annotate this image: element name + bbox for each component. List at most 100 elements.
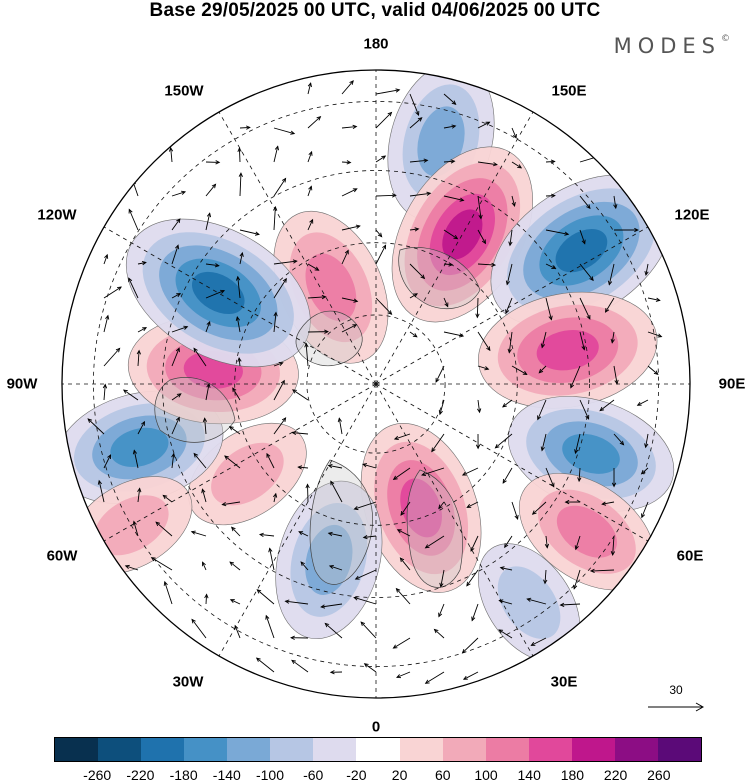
wind-arrow-head <box>292 259 298 264</box>
colorbar <box>54 737 702 762</box>
wind-arrow <box>504 535 513 548</box>
wind-arrow-head <box>308 185 313 191</box>
wind-arrow-head <box>531 510 537 515</box>
wind-arrow <box>375 245 386 265</box>
wind-arrow-head <box>439 582 444 588</box>
wind-arrow-head <box>204 593 209 599</box>
wind-arrow-head <box>117 286 122 291</box>
wind-arrow <box>421 467 445 476</box>
wind-arrow-head <box>265 614 270 620</box>
wind-arrow-head <box>548 315 553 321</box>
wind-arrow-head <box>155 521 161 527</box>
wind-arrow-head <box>511 202 516 208</box>
wind-arrow-head <box>589 568 595 574</box>
wind-arrow <box>400 501 411 516</box>
wind-arrow <box>354 501 377 510</box>
wind-arrow-head <box>256 589 262 594</box>
wind-arrow-head <box>574 449 579 455</box>
colorbar-tick-label: -100 <box>255 767 285 783</box>
wind-arrow <box>409 228 419 231</box>
wind-arrow-head <box>640 469 646 475</box>
wind-arrow-head <box>137 487 142 493</box>
wind-arrow <box>133 450 139 469</box>
wind-arrow <box>611 331 615 343</box>
colorbar-swatch <box>442 738 486 761</box>
wind-arrow-head <box>494 443 500 449</box>
wind-arrow-head <box>601 501 607 506</box>
wind-arrow-head <box>344 249 349 255</box>
colorbar-swatch <box>270 738 314 761</box>
wind-arrow-head <box>362 463 368 468</box>
wind-arrow <box>171 191 186 197</box>
colorbar-swatch <box>399 738 443 761</box>
wind-arrow <box>224 455 241 469</box>
colorbar-tick-label: 260 <box>647 767 671 783</box>
wind-arrow-head <box>466 503 472 508</box>
wind-arrow <box>477 365 489 370</box>
wind-arrow <box>231 526 241 537</box>
wind-arrow <box>396 671 411 678</box>
wind-arrow <box>237 276 241 299</box>
wind-arrow-head <box>234 624 239 630</box>
wind-arrow <box>171 347 180 367</box>
wind-arrow-head <box>438 612 443 618</box>
wind-arrow-head <box>475 444 481 450</box>
copyright-mark: © <box>721 34 730 44</box>
lon-label-30e: 30E <box>550 673 578 691</box>
wind-arrow-head <box>281 417 287 422</box>
wind-arrow-head <box>610 338 615 344</box>
wind-arrow-head <box>450 159 456 164</box>
wind-arrow <box>498 629 513 639</box>
wind-arrow-head <box>377 232 383 238</box>
wind-arrow-head <box>485 121 491 126</box>
wind-arrow-head <box>237 357 242 362</box>
negative-anomaly-shade <box>555 228 608 273</box>
wind-arrow <box>341 126 357 129</box>
wind-arrow-head <box>268 547 273 553</box>
wind-arrow <box>236 316 241 333</box>
wind-arrow-head <box>297 465 303 470</box>
wind-arrow <box>205 263 219 267</box>
wind-arrow-head <box>176 293 182 298</box>
wind-arrow-head <box>392 644 398 649</box>
wind-arrow-head <box>417 117 423 122</box>
wind-arrow-head <box>329 670 335 675</box>
wind-arrow-head <box>258 532 264 537</box>
wind-arrow-head <box>308 150 313 156</box>
wind-arrow-head <box>238 172 243 178</box>
wind-arrow <box>238 357 241 367</box>
wind-arrow-head <box>550 159 556 164</box>
wind-arrow-head <box>475 313 480 319</box>
wind-arrow <box>505 297 513 314</box>
wind-arrow <box>273 362 283 367</box>
lon-label-30w: 30W <box>172 673 204 691</box>
map-border <box>61 69 691 699</box>
wind-arrow-head <box>395 88 401 93</box>
wind-arrow <box>103 286 122 299</box>
wind-arrow <box>440 569 445 587</box>
wind-arrow-head <box>551 265 557 269</box>
wind-arrow <box>438 501 445 509</box>
colorbar-swatch <box>528 738 572 761</box>
wind-arrow <box>537 399 547 420</box>
wind-arrow-head <box>424 544 430 549</box>
wind-arrow-head <box>128 208 133 214</box>
wind-arrow-head <box>346 160 352 165</box>
wind-arrow <box>239 173 242 197</box>
wind-arrow-head <box>239 251 244 257</box>
wind-arrow <box>641 467 649 475</box>
wind-arrow <box>204 418 207 435</box>
colorbar-swatch <box>485 738 529 761</box>
colorbar-tick-label: -140 <box>212 767 241 783</box>
wind-arrow-head <box>171 452 176 458</box>
colorbar-tick-label: 100 <box>474 767 498 783</box>
wind-arrow-head <box>607 280 613 286</box>
wind-arrow <box>409 159 428 163</box>
wind-arrow <box>193 348 207 367</box>
wind-arrow-head <box>550 482 555 488</box>
reference-vector-label: 30 <box>669 683 683 697</box>
wind-arrow-head <box>273 311 278 317</box>
negative-anomaly-shade <box>497 566 561 639</box>
wind-arrow-head <box>613 204 618 210</box>
anomaly-field <box>62 70 675 662</box>
